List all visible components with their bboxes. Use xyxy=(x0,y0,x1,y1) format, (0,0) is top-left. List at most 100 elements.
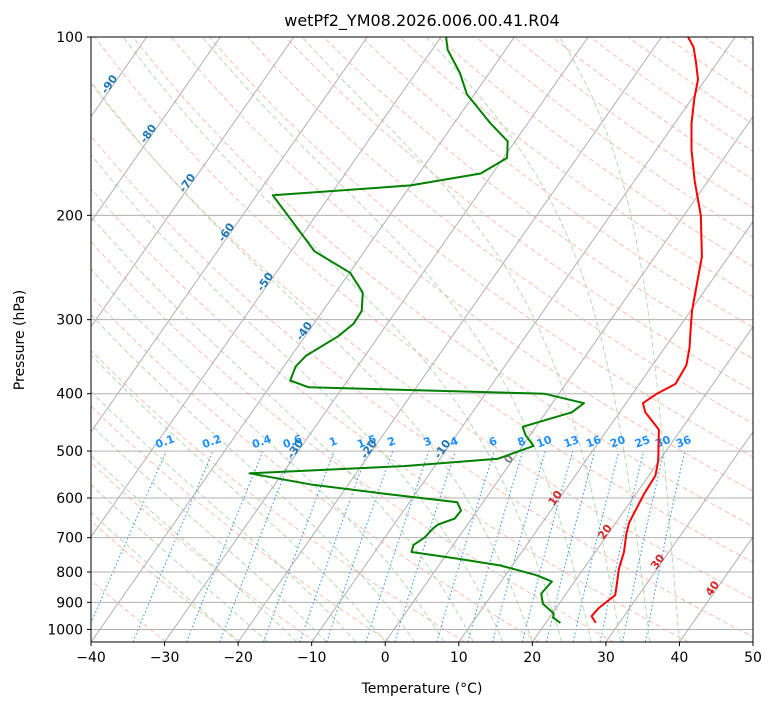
moist-adiabat xyxy=(91,354,386,642)
moist-adiabat xyxy=(91,313,416,642)
y-tick-label: 800 xyxy=(56,565,83,581)
x-axis: −40 −30 −20 −10 0 10 20 30 40 50 xyxy=(76,642,762,666)
moist-adiabat xyxy=(201,37,592,642)
mixing-ratio-line xyxy=(599,450,645,642)
mixing-ratio-line xyxy=(91,450,167,625)
skewed-isotherm xyxy=(91,37,295,328)
moist-adiabat xyxy=(91,390,357,642)
mixing-ratio-label: 16 xyxy=(584,433,603,451)
y-tick-label: 700 xyxy=(56,531,83,547)
y-axis-label: Pressure (hPa) xyxy=(12,290,28,390)
mixing-ratio-label: 20 xyxy=(608,433,627,451)
mixing-ratio-label: 0.2 xyxy=(200,432,223,451)
mixing-ratio-line xyxy=(219,450,295,642)
x-tick-label: 0 xyxy=(381,650,390,666)
mixing-ratio-label: 0.4 xyxy=(250,432,273,451)
mixing-ratio-label: 13 xyxy=(562,433,581,450)
dry-adiabat xyxy=(361,37,753,329)
mixing-ratio-label: 0.6 xyxy=(281,432,304,451)
mixing-ratio-label: 10 xyxy=(535,433,554,451)
background-lines xyxy=(91,37,753,642)
mixing-ratio-label: 36 xyxy=(674,433,693,451)
skewed-isotherm xyxy=(91,37,515,642)
mixing-ratio-label: 4 xyxy=(448,434,460,449)
y-axis: 100 200 300 400 500 600 700 800 900 1000 xyxy=(47,30,91,638)
x-tick-label: −20 xyxy=(223,650,253,666)
moist-adiabat xyxy=(91,268,445,642)
skewed-isotherm xyxy=(531,325,753,642)
moist-adiabat xyxy=(91,80,533,642)
skewed-isotherm xyxy=(91,37,221,223)
y-tick-label: 900 xyxy=(56,595,83,611)
mixing-ratio-line xyxy=(299,450,369,642)
dry-adiabat xyxy=(91,187,689,642)
dry-adiabat xyxy=(91,579,167,642)
moist-adiabat xyxy=(122,37,563,642)
dry-adiabat xyxy=(94,37,753,563)
dry-adiabat xyxy=(91,294,540,642)
mixing-ratio-line xyxy=(186,450,264,642)
mixing-ratio-line xyxy=(522,450,574,642)
x-axis-label: Temperature (°C) xyxy=(361,681,483,697)
y-tick-label: 400 xyxy=(56,387,83,403)
mixing-ratio-label: 8 xyxy=(516,434,528,449)
skewed-isotherm xyxy=(164,37,589,642)
dry-adiabat xyxy=(170,37,753,492)
moist-adiabat xyxy=(425,37,651,642)
moist-adiabat xyxy=(91,154,504,642)
dry-adiabat xyxy=(91,82,753,600)
moist-adiabat xyxy=(91,215,474,642)
dewpoint-profile-line xyxy=(248,37,585,624)
mixing-ratio-line xyxy=(365,450,430,642)
moist-adiabat xyxy=(91,424,327,642)
sounding-profiles xyxy=(248,37,703,624)
y-tick-label: 300 xyxy=(56,313,83,329)
dry-adiabat xyxy=(91,241,614,642)
moist-adiabat xyxy=(91,483,268,642)
mixing-ratio-label: 2 xyxy=(386,434,398,449)
mixing-ratio-line xyxy=(132,450,214,642)
y-tick-label: 100 xyxy=(56,30,83,46)
x-tick-label: 10 xyxy=(450,650,468,666)
mixing-ratio-label: 0.1 xyxy=(154,432,177,451)
skewed-isotherm xyxy=(605,430,753,642)
skewed-isotherm xyxy=(679,536,753,642)
skewed-isotherm xyxy=(91,37,368,433)
y-tick-label: 200 xyxy=(56,208,83,224)
mixing-ratio-line xyxy=(546,450,596,642)
mixing-ratio-line xyxy=(572,450,620,642)
temperature-profile-line xyxy=(590,37,703,624)
skewed-isotherm xyxy=(311,37,736,642)
y-tick-label: 1000 xyxy=(47,622,83,638)
y-tick-label: 500 xyxy=(56,444,83,460)
mixing-ratio-line xyxy=(436,450,495,642)
x-tick-label: 50 xyxy=(744,650,762,666)
skewed-isotherm xyxy=(458,220,753,642)
x-tick-label: −40 xyxy=(76,650,106,666)
mixing-ratio-label: 1 xyxy=(327,434,339,449)
x-tick-label: 20 xyxy=(523,650,541,666)
mixing-ratio-label: 1.5 xyxy=(355,432,378,451)
dry-adiabat xyxy=(91,405,391,642)
skewed-isotherm xyxy=(237,37,663,642)
y-tick-label: 600 xyxy=(56,491,83,507)
x-tick-label: 30 xyxy=(597,650,615,666)
skewed-isotherm xyxy=(384,115,753,642)
x-tick-label: −30 xyxy=(150,650,180,666)
x-tick-label: −10 xyxy=(297,650,327,666)
mixing-ratio-label: 6 xyxy=(487,434,499,449)
dry-adiabat xyxy=(285,37,753,392)
dry-adiabat xyxy=(323,37,753,360)
moist-adiabat xyxy=(559,37,680,642)
plot-frame xyxy=(90,36,754,643)
dry-adiabat xyxy=(91,462,316,642)
mixing-ratio-line xyxy=(263,450,335,642)
chart-title: wetPf2_YM08.2026.006.00.41.R04 xyxy=(284,11,559,31)
x-tick-label: 40 xyxy=(670,650,688,666)
dry-adiabat xyxy=(208,37,753,458)
mixing-ratio-label: 3 xyxy=(422,434,434,449)
skewed-isotherm xyxy=(91,37,442,538)
mixing-ratio-line xyxy=(326,450,394,642)
